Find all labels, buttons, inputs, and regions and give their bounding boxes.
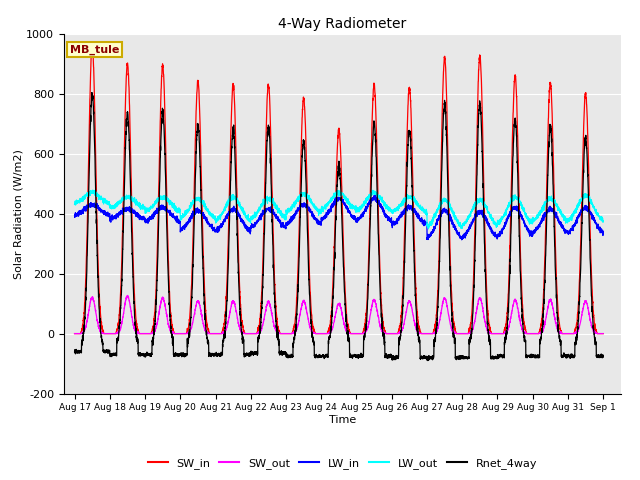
SW_out <box>599 331 607 336</box>
SW_out <box>319 331 327 336</box>
SW_in <box>88 42 96 48</box>
Line: Rnet_4way: Rnet_4way <box>75 93 603 360</box>
SW_out <box>166 326 173 332</box>
SW_out <box>458 331 465 336</box>
Rnet_4way <box>599 352 607 358</box>
SW_out <box>428 331 436 336</box>
LW_out <box>319 205 327 211</box>
SW_in <box>319 331 327 336</box>
LW_in <box>371 192 379 198</box>
Y-axis label: Solar Radiation (W/m2): Solar Radiation (W/m2) <box>13 149 24 278</box>
LW_in <box>488 229 495 235</box>
LW_out <box>89 187 97 193</box>
SW_in <box>458 331 465 336</box>
LW_in <box>599 228 607 234</box>
SW_in <box>71 331 79 336</box>
LW_out <box>166 198 173 204</box>
X-axis label: Time: Time <box>329 415 356 425</box>
Title: 4-Way Radiometer: 4-Way Radiometer <box>278 17 406 31</box>
Rnet_4way <box>71 349 79 355</box>
LW_out <box>488 216 495 221</box>
LW_out <box>424 226 432 232</box>
Legend: SW_in, SW_out, LW_in, LW_out, Rnet_4way: SW_in, SW_out, LW_in, LW_out, Rnet_4way <box>143 453 541 473</box>
LW_in <box>166 210 173 216</box>
SW_in <box>599 331 607 336</box>
Rnet_4way <box>319 353 327 359</box>
SW_out <box>71 331 79 336</box>
SW_out <box>487 331 495 336</box>
Rnet_4way <box>599 354 607 360</box>
SW_in <box>599 331 607 336</box>
Text: MB_tule: MB_tule <box>70 44 119 55</box>
LW_in <box>71 213 79 218</box>
Line: LW_out: LW_out <box>75 190 603 229</box>
SW_out <box>124 292 132 298</box>
Line: LW_in: LW_in <box>75 195 603 240</box>
LW_in <box>428 230 436 236</box>
Rnet_4way <box>88 90 95 96</box>
SW_out <box>599 331 607 336</box>
LW_in <box>599 229 607 235</box>
SW_in <box>428 331 436 336</box>
Line: SW_in: SW_in <box>75 45 603 334</box>
Line: SW_out: SW_out <box>75 295 603 334</box>
LW_out <box>458 224 465 229</box>
Rnet_4way <box>428 354 436 360</box>
SW_in <box>166 293 173 299</box>
LW_out <box>71 202 79 207</box>
LW_in <box>458 235 465 241</box>
SW_in <box>487 329 495 335</box>
Rnet_4way <box>458 355 465 361</box>
LW_out <box>428 219 436 225</box>
Rnet_4way <box>424 358 431 363</box>
Rnet_4way <box>488 354 495 360</box>
Rnet_4way <box>166 312 173 318</box>
LW_out <box>599 218 607 224</box>
LW_in <box>319 216 327 222</box>
LW_in <box>458 237 465 243</box>
LW_out <box>599 218 607 224</box>
